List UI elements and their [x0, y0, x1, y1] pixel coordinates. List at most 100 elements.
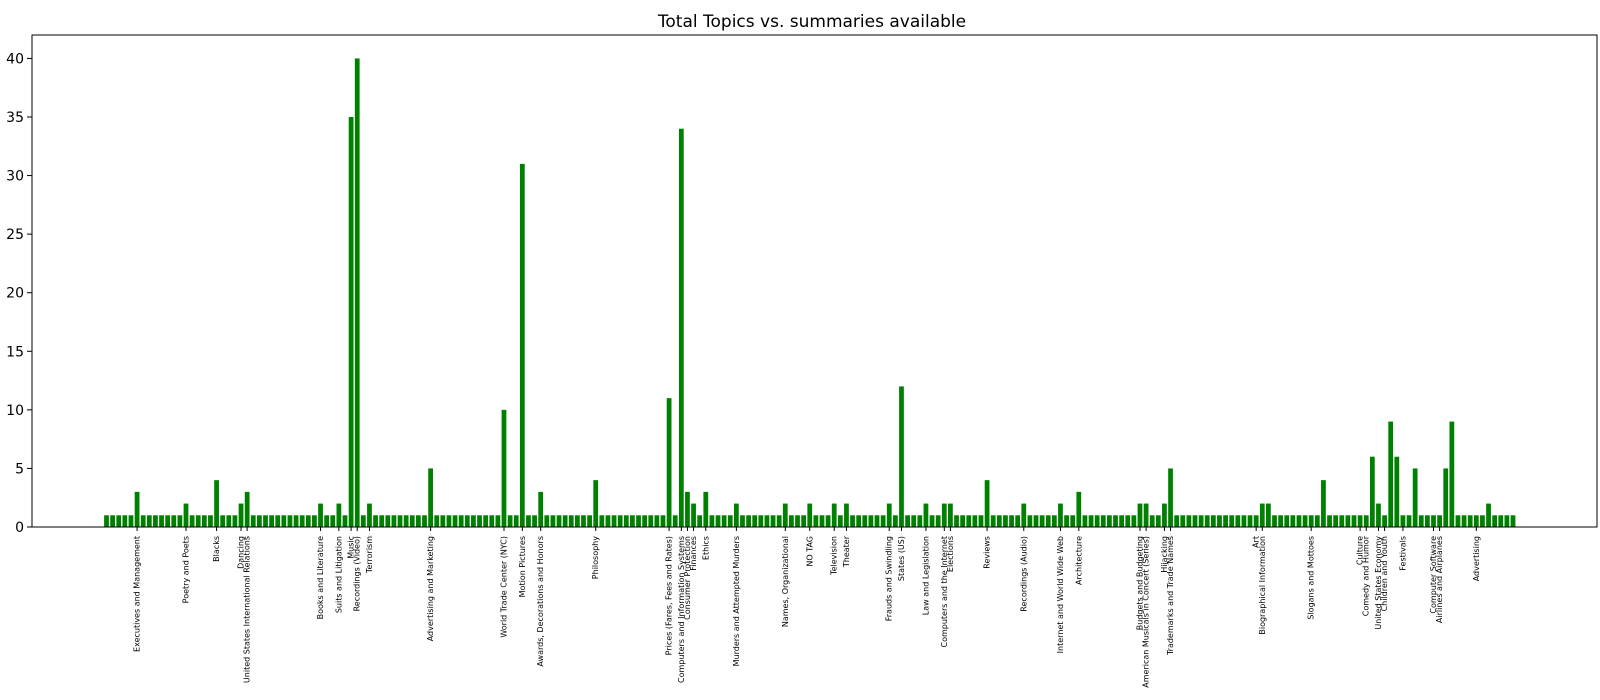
bar: [752, 515, 758, 527]
y-tick-label: 10: [6, 403, 24, 419]
bar: [990, 515, 996, 527]
y-tick-label: 35: [6, 110, 24, 126]
bar: [220, 515, 226, 527]
bar: [1357, 515, 1363, 527]
bar: [886, 503, 892, 527]
bar: [691, 503, 696, 527]
bar: [556, 515, 562, 527]
bar: [1266, 503, 1271, 527]
bar: [1217, 515, 1222, 527]
bar: [678, 128, 684, 527]
bar: [605, 515, 611, 527]
bar: [1437, 515, 1442, 527]
x-category-label: Prices (Fares, Fees and Rates): [665, 536, 674, 655]
bar: [984, 480, 990, 527]
bar: [1125, 515, 1131, 527]
bar: [507, 515, 513, 527]
bar: [1351, 515, 1357, 527]
x-category-label: World Trade Center (NYC): [499, 536, 508, 638]
bar: [917, 515, 923, 527]
bar: [703, 491, 709, 527]
bar: [978, 515, 984, 527]
bar: [330, 515, 336, 527]
x-category-label: Children and Youth: [1380, 536, 1389, 611]
bar: [281, 515, 287, 527]
bar: [348, 117, 354, 527]
bar: [574, 515, 580, 527]
bar: [1253, 515, 1259, 527]
bar: [238, 503, 244, 527]
bar: [764, 515, 770, 527]
bar: [1455, 515, 1461, 527]
bar: [672, 515, 678, 527]
bar: [195, 515, 201, 527]
bar: [1174, 515, 1180, 527]
x-category-label: Suits and Litigation: [334, 536, 343, 613]
bar: [1131, 515, 1137, 527]
bar: [452, 515, 458, 527]
bar: [1064, 515, 1069, 527]
x-category-label: Awards, Decorations and Honors: [536, 536, 545, 667]
x-category-label: Murders and Attempted Murders: [732, 536, 741, 666]
bar: [697, 515, 703, 527]
x-category-label: Hijacking: [1160, 536, 1169, 573]
bar: [1107, 515, 1112, 527]
bar: [1082, 515, 1088, 527]
bar: [581, 515, 586, 527]
bar: [1363, 515, 1369, 527]
bar: [146, 515, 152, 527]
bar: [1492, 515, 1498, 527]
bar: [623, 515, 629, 527]
bar: [727, 515, 733, 527]
x-category-label: Terrorism: [365, 536, 374, 574]
bar: [899, 386, 904, 527]
bar: [293, 515, 299, 527]
bar: [1400, 515, 1406, 527]
x-category-label: Books and Literature: [316, 536, 325, 619]
bar: [373, 515, 378, 527]
bar: [1284, 515, 1290, 527]
bar: [862, 515, 868, 527]
bar: [1210, 515, 1216, 527]
bar: [1192, 515, 1198, 527]
bar: [770, 515, 776, 527]
bar: [1272, 515, 1277, 527]
bar: [538, 491, 544, 527]
x-category-label: Trademarks and Trade Names: [1166, 536, 1175, 656]
bar: [562, 515, 568, 527]
bar: [1070, 515, 1076, 527]
bar: [960, 515, 966, 527]
bar: [1198, 515, 1204, 527]
bar: [128, 515, 134, 527]
bar: [874, 515, 880, 527]
y-tick-label: 30: [6, 169, 24, 185]
bar: [1486, 503, 1491, 527]
bar: [403, 515, 409, 527]
bar: [1321, 480, 1326, 527]
x-category-label: United States Economy: [1374, 536, 1383, 630]
bar: [140, 515, 146, 527]
x-category-label: Consumer Protection: [683, 536, 692, 620]
bar: [477, 515, 482, 527]
bar: [850, 515, 855, 527]
bar: [550, 515, 556, 527]
y-tick-label: 0: [15, 520, 24, 536]
bar: [159, 515, 164, 527]
bar: [966, 515, 972, 527]
bar: [1382, 515, 1387, 527]
bar: [844, 503, 849, 527]
bar: [880, 515, 886, 527]
x-category-label: NO TAG: [805, 536, 814, 567]
bar: [1345, 515, 1351, 527]
bar: [318, 503, 323, 527]
bar: [1418, 515, 1424, 527]
bar: [685, 491, 690, 527]
y-axis-ticks: 0 5 10 15 20 25 30 35 40: [6, 51, 32, 536]
bar: [1119, 515, 1125, 527]
x-category-label: Computers and the Internet: [940, 536, 949, 648]
bar: [165, 515, 171, 527]
bar: [1443, 468, 1449, 527]
bar: [721, 515, 727, 527]
chart-title: Total Topics vs. summaries available: [657, 12, 966, 32]
bar: [415, 515, 421, 527]
